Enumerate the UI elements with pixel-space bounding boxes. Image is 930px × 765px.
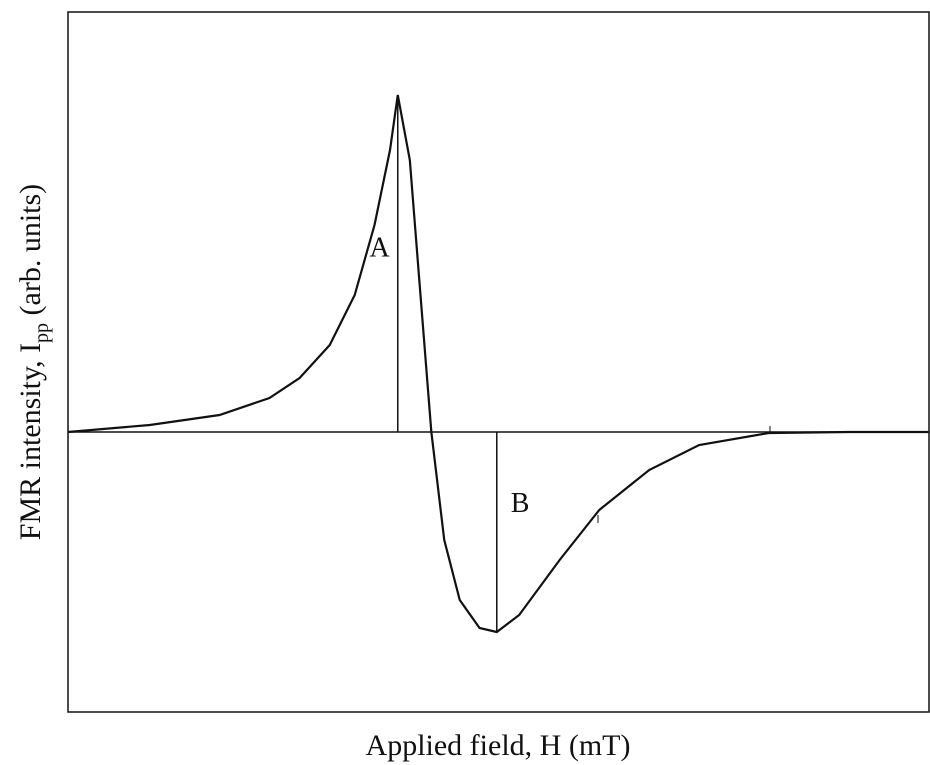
y-label-rest: (arb. units) bbox=[14, 184, 47, 323]
plot-frame bbox=[67, 11, 930, 713]
curve bbox=[67, 94, 929, 634]
annotation: A bbox=[370, 233, 391, 264]
y-label-main: FMR intensity, I bbox=[14, 343, 47, 540]
annotation: B bbox=[511, 488, 530, 519]
y-label-sub: pp bbox=[31, 323, 53, 343]
x-axis-label: Applied field, H (mT) bbox=[366, 729, 631, 762]
y-axis-label: FMR intensity, Ipp (arb. units) bbox=[14, 184, 53, 540]
